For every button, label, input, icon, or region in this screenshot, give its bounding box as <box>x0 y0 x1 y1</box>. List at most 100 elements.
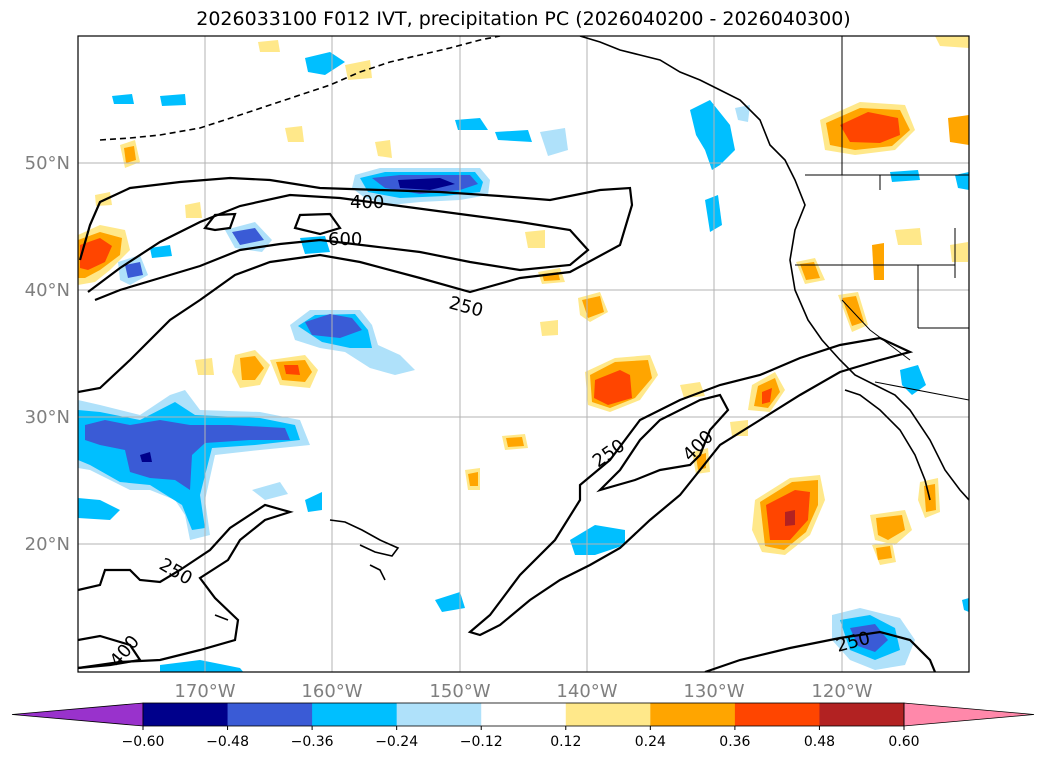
coast-aleutians <box>99 36 501 141</box>
precip-blob-neg-top6 <box>540 128 568 156</box>
colorbar-extend-high <box>903 702 1035 727</box>
precip-blob-neg-s3 <box>435 592 465 612</box>
lat-label-30: 30°N <box>25 407 70 428</box>
colorbar-segment <box>734 703 820 726</box>
precip-blob-pos-f-peak <box>785 510 795 526</box>
map-background <box>78 36 969 672</box>
precip-blob-neg-bottom-right-core <box>850 624 888 652</box>
precip-blob-pos-central-core <box>594 370 632 405</box>
colorbar-tick-label: −0.60 <box>122 734 165 750</box>
precip-blob-pos-s14 <box>730 420 748 436</box>
precip-blob-neg-s2 <box>305 492 322 512</box>
map-layers: 400 600 250 250 400 250 400 250 <box>78 36 969 672</box>
lon-label-150: 150°W <box>429 681 490 702</box>
precip-blob-neg-top3 <box>160 94 186 106</box>
colorbar-segment <box>565 703 651 726</box>
precip-blob-neg-se <box>570 525 625 555</box>
colorbar-border <box>142 702 905 727</box>
precip-blob-pos-top-edge <box>935 36 969 48</box>
colorbar-tick-label: 0.12 <box>550 734 581 750</box>
precip-blob-pos-s12 <box>285 126 304 142</box>
precip-blob-neg-top5 <box>495 130 532 142</box>
precip-blob-neg-west-core <box>85 420 290 490</box>
precip-blob-pos-a-mid <box>240 356 264 380</box>
ivt-contour-250-bottom-right <box>704 630 937 672</box>
colorbar-segment <box>819 703 905 726</box>
precip-blob-neg-s1 <box>252 482 288 500</box>
precip-blob-neg-top2 <box>112 94 134 104</box>
precip-blob-neg-central-core <box>305 314 362 338</box>
precip-blob-pos-g-mid <box>876 515 905 540</box>
latitude-labels: 50°N 40°N 30°N 20°N <box>25 153 70 555</box>
precip-positive-patches <box>78 36 969 565</box>
precip-blob-neg-nw-land <box>890 170 920 182</box>
precip-blob-neg-sw <box>78 498 120 520</box>
border-us-mexico <box>874 381 969 401</box>
coast-islet <box>214 614 229 621</box>
colorbar-tick-label: −0.48 <box>206 734 249 750</box>
precip-blob-neg-ca <box>900 365 926 395</box>
ivt-contour-250-north <box>78 176 634 394</box>
colorbar-segment <box>312 703 398 726</box>
precip-blob-neg-b-core <box>125 262 143 278</box>
precip-blob-neg-top4 <box>455 118 488 130</box>
precip-blob-neg-edge <box>962 598 969 612</box>
ivt-contour-250-sw <box>78 503 294 670</box>
contour-label-600: 600 <box>328 229 362 250</box>
precip-blob-pos-s15 <box>895 228 922 245</box>
lat-label-40: 40°N <box>25 280 70 301</box>
colorbar: −0.60 −0.48 −0.36 −0.24 −0.12 0.12 0.24 0.36 0.4… <box>11 702 1035 750</box>
precip-blob-pos-ne <box>948 115 969 145</box>
map-frame <box>77 35 970 673</box>
precip-blob-pos-j-mid <box>842 296 864 326</box>
precip-blob-neg-pnw3 <box>735 105 750 122</box>
colorbar-tick-label: 0.60 <box>888 734 919 750</box>
contour-label-400-north: 400 <box>350 192 384 213</box>
precip-negative-patches <box>78 52 969 672</box>
colorbar-segment <box>481 703 567 726</box>
precip-blob-pos-west-core <box>80 238 112 270</box>
ivt-contour-400-sw <box>78 634 142 670</box>
precip-blob-pos-s16 <box>950 242 968 262</box>
precip-blob-pos-h-mid <box>876 546 892 560</box>
precip-blob-pos-s17 <box>540 320 558 336</box>
precip-blob-pos-s2-mid <box>506 437 524 447</box>
colorbar-tick-label: −0.12 <box>460 734 503 750</box>
precip-blob-pos-k-mid <box>800 262 820 280</box>
colorbar-segment <box>396 703 482 726</box>
coast-north-america <box>579 36 969 501</box>
lat-label-50: 50°N <box>25 153 70 174</box>
precip-blob-pos-s10 <box>375 140 392 158</box>
coast-hawaii-2 <box>369 564 386 581</box>
precip-blob-neg-north-peak <box>398 178 455 190</box>
precip-blob-neg-pnw <box>690 100 735 170</box>
precip-blob-neg-d <box>300 236 330 254</box>
colorbar-segment <box>650 703 736 726</box>
precip-blob-pos-l <box>872 243 884 280</box>
graticule <box>78 36 969 672</box>
lon-label-160: 160°W <box>301 681 362 702</box>
precip-blob-pos-s11 <box>525 230 545 248</box>
coastlines <box>99 36 969 621</box>
colorbar-extend-low <box>11 702 144 727</box>
ivt-contour-600 <box>203 212 342 236</box>
lon-label-170: 170°W <box>174 681 235 702</box>
colorbar-tick-label: −0.36 <box>291 734 334 750</box>
lon-label-130: 130°W <box>683 681 744 702</box>
lon-label-140: 140°W <box>556 681 617 702</box>
precip-blob-pos-s5-mid <box>468 472 478 486</box>
precip-blob-neg-top1 <box>305 52 345 75</box>
precip-blob-neg-ne <box>955 172 969 190</box>
precip-blob-neg-a-core <box>232 228 264 245</box>
borders <box>795 36 969 401</box>
colorbar-tick-label: 0.48 <box>804 734 835 750</box>
precip-blob-pos-s1-mid <box>124 146 136 163</box>
precip-blob-neg-bottom-left <box>160 660 244 672</box>
precip-blob-pos-interior-core <box>840 112 900 143</box>
ivt-contour-250-se <box>467 336 914 637</box>
colorbar-tick-label: 0.36 <box>719 734 750 750</box>
border-ca-nv <box>841 299 911 361</box>
coast-baja <box>844 389 931 501</box>
precip-blob-pos-e-core <box>762 388 772 404</box>
